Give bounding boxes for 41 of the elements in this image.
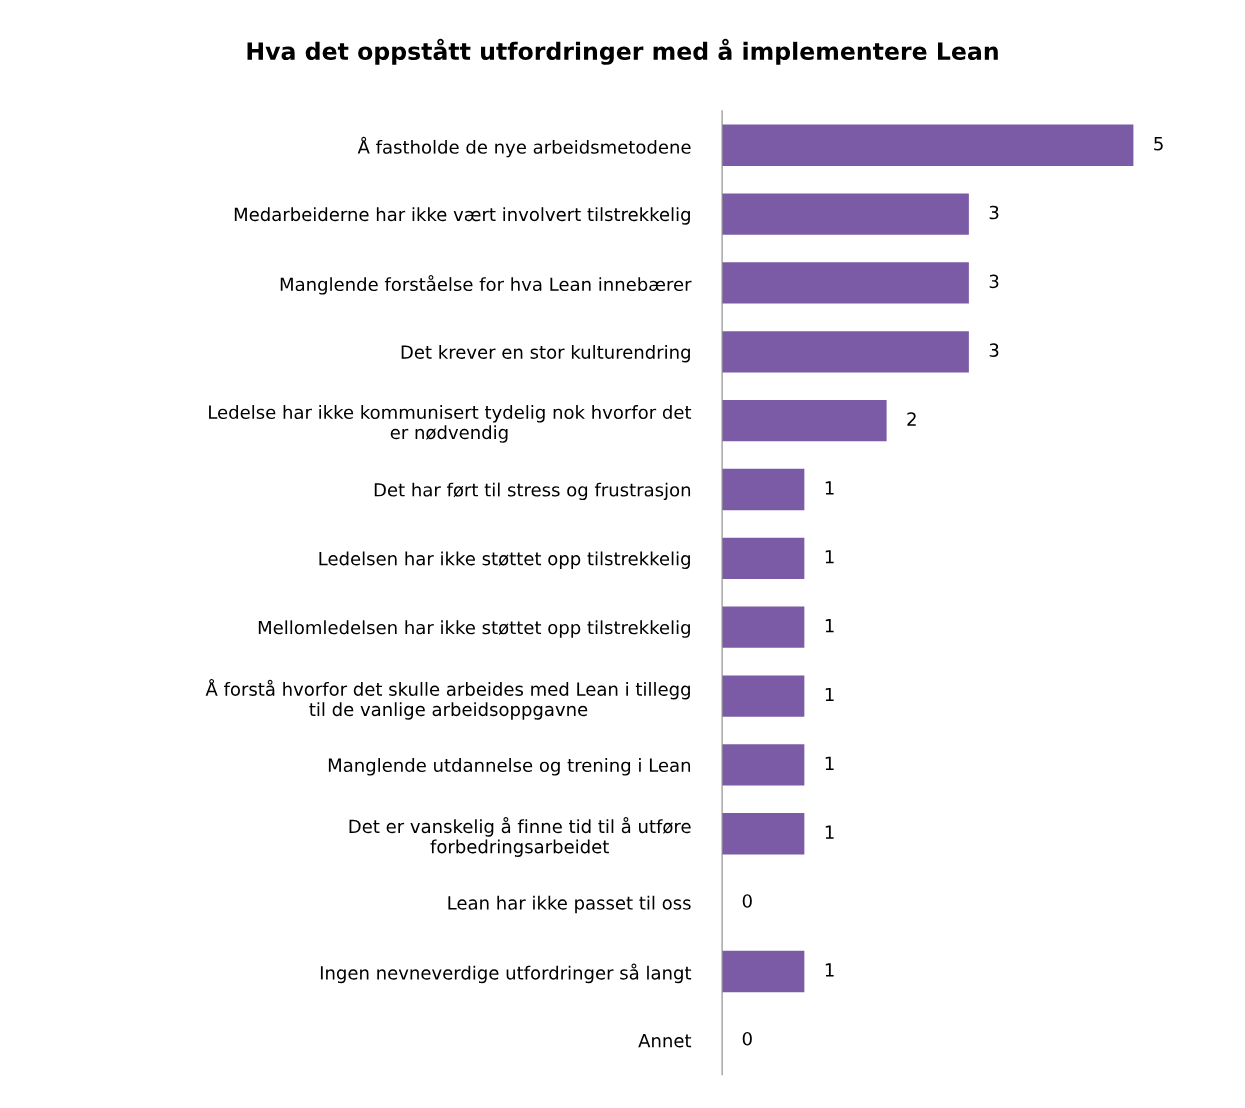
data-label: 2	[907, 412, 916, 426]
y-tick-label: Lean har ikke passet til oss	[448, 895, 691, 914]
data-label: 3	[989, 205, 999, 220]
data-label: 1	[825, 550, 834, 564]
bar	[722, 331, 969, 373]
y-tick-label: Manglende utdannelse og trening i Lean	[328, 758, 691, 776]
data-label: 3	[989, 274, 999, 289]
bar	[722, 744, 805, 786]
data-label: 1	[825, 963, 834, 977]
y-tick-label: Å forstå hvorfor det skulle arbeides med Lean i tillegg til de vanlige arbeidsoppgavne	[205, 678, 690, 720]
y-tick-label: Ledelsen har ikke støttet opp tilstrekkelig	[319, 551, 690, 569]
y-tick-label: Det krever en stor kulturendring	[401, 344, 690, 363]
y-tick-label: Mellomledelsen har ikke støttet opp tilstrekkelig	[258, 620, 690, 638]
bar	[722, 193, 969, 235]
y-tick-label: Annet	[638, 1034, 692, 1048]
bar	[722, 813, 805, 855]
bar	[722, 606, 805, 648]
data-label: 1	[825, 687, 834, 702]
data-label: 1	[825, 756, 834, 770]
chart-title: Hva det oppstått utfordringer med å implementere Lean	[247, 38, 998, 65]
y-tick-label: Medarbeiderne har ikke vært involvert tilstrekkelig	[234, 207, 690, 225]
data-label: 0	[742, 894, 752, 908]
bar	[722, 675, 805, 717]
y-tick-label: Manglende forståelse for hva Lean innebærer	[280, 275, 692, 295]
data-label: 1	[825, 619, 834, 633]
data-label: 3	[989, 343, 999, 358]
data-label: 1	[825, 825, 834, 839]
bar	[722, 950, 805, 993]
y-tick-label: Å fastholde de nye arbeidsmetodene	[357, 136, 691, 158]
y-tick-label: Det er vanskelig å finne tid til å utføre forbedringsarbeidet	[349, 817, 691, 857]
data-label: 0	[742, 1031, 752, 1046]
bar	[722, 399, 887, 442]
data-label: 5	[1154, 137, 1163, 151]
y-tick-label: Det har ført til stress og frustrasjon	[374, 482, 691, 501]
bar	[722, 262, 969, 304]
y-tick-label: Ingen nevneverdige utfordringer så langt	[320, 963, 692, 984]
bar	[722, 124, 1134, 166]
bar	[722, 468, 805, 511]
y-tick-label: Ledelse har ikke kommunisert tydelig nok hvorfor det er nødvendig	[209, 405, 692, 443]
data-label: 1	[825, 481, 834, 495]
bar	[722, 537, 805, 580]
